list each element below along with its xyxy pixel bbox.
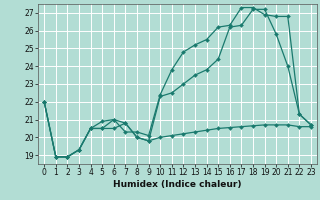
X-axis label: Humidex (Indice chaleur): Humidex (Indice chaleur) xyxy=(113,180,242,189)
